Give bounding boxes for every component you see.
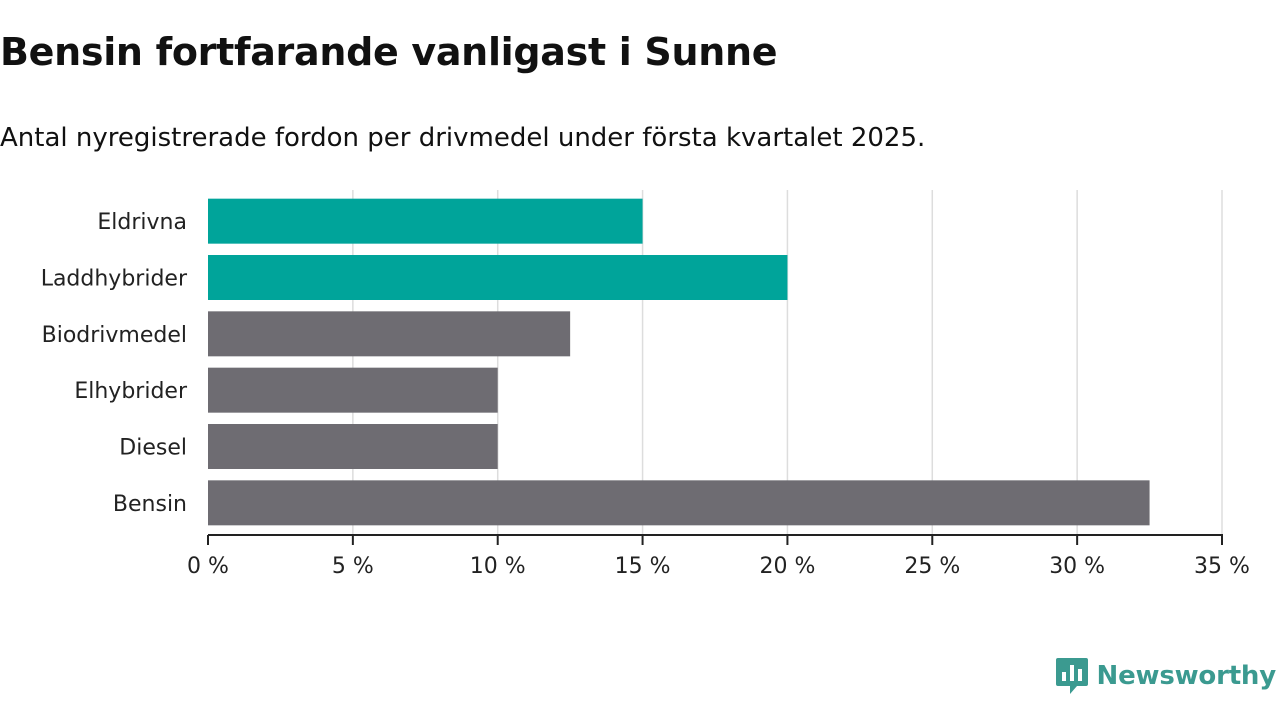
x-tick-label: 25 % [904, 554, 960, 579]
brand-name: Newsworthy [1096, 661, 1277, 691]
bar [208, 198, 643, 244]
x-tick-label: 5 % [332, 554, 374, 579]
bar [208, 367, 498, 413]
bar [208, 311, 571, 357]
chart-subtitle: Antal nyregistrerade fordon per drivmede… [0, 123, 926, 153]
category-label: Bensin [113, 492, 187, 517]
x-tick-label: 30 % [1049, 554, 1105, 579]
category-label: Diesel [119, 436, 187, 461]
brand-logo: Newsworthy [1055, 654, 1276, 698]
chart-title: Bensin fortfarande vanligast i Sunne [0, 30, 778, 74]
bar [208, 480, 1150, 526]
x-tick-label: 35 % [1194, 554, 1250, 579]
x-tick-label: 15 % [615, 554, 671, 579]
category-label: Elhybrider [74, 379, 188, 404]
bar [208, 424, 498, 469]
category-label: Biodrivmedel [42, 323, 187, 348]
category-label: Eldrivna [97, 210, 187, 235]
x-tick-label: 0 % [187, 554, 229, 579]
newsworthy-logo-icon [1055, 658, 1088, 694]
category-label: Laddhybrider [41, 267, 188, 292]
x-tick-label: 20 % [759, 554, 815, 579]
bar [208, 255, 788, 300]
x-tick-label: 10 % [470, 554, 526, 579]
